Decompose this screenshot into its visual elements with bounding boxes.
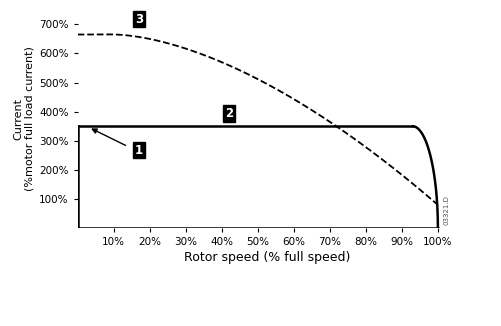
Text: 3: 3: [135, 13, 143, 26]
Text: 03321.D: 03321.D: [443, 195, 449, 225]
X-axis label: Rotor speed (% full speed): Rotor speed (% full speed): [183, 251, 350, 264]
Y-axis label: Current
(%motor full load current): Current (%motor full load current): [14, 47, 35, 191]
Text: 1: 1: [135, 144, 143, 157]
Text: 2: 2: [225, 107, 233, 120]
